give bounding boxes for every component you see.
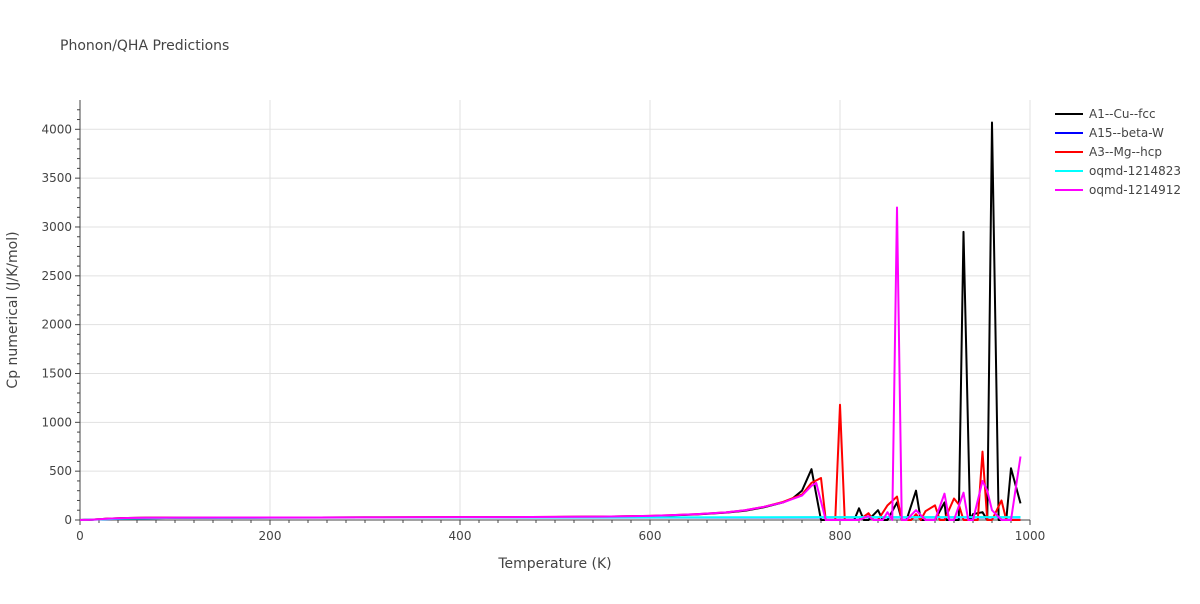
y-tick-label: 2500 bbox=[41, 269, 72, 283]
y-axis-label: Cp numerical (J/K/mol) bbox=[5, 231, 21, 388]
y-tick-label: 500 bbox=[49, 464, 72, 478]
legend-item[interactable]: A1--Cu--fcc bbox=[1055, 107, 1156, 121]
legend[interactable]: A1--Cu--fcc A15--beta-W A3--Mg--hcp oqmd-12… bbox=[1055, 107, 1181, 197]
legend-item[interactable]: oqmd-1214823 bbox=[1055, 164, 1181, 178]
axis-layer: 0 200 400 600 800 1000 0 500 1000 1500 2000 2500 300… bbox=[41, 100, 1045, 543]
legend-label: oqmd-1214912 bbox=[1089, 183, 1181, 197]
chart-title: Phonon/QHA Predictions bbox=[60, 38, 229, 54]
y-tick-label: 3000 bbox=[41, 220, 72, 234]
legend-label: A1--Cu--fcc bbox=[1089, 107, 1156, 121]
y-tick-label: 1500 bbox=[41, 366, 72, 380]
grid-layer bbox=[80, 100, 1031, 520]
y-tick-label: 0 bbox=[64, 513, 72, 527]
legend-label: oqmd-1214823 bbox=[1089, 164, 1181, 178]
series-layer bbox=[79, 121, 1022, 521]
x-tick-label: 600 bbox=[639, 529, 662, 543]
legend-label: A15--beta-W bbox=[1089, 126, 1164, 140]
y-tick-label: 3500 bbox=[41, 171, 72, 185]
legend-item[interactable]: A3--Mg--hcp bbox=[1055, 145, 1162, 159]
x-tick-label: 400 bbox=[449, 529, 472, 543]
x-tick-label: 800 bbox=[829, 529, 852, 543]
x-axis-label: Temperature (K) bbox=[497, 556, 611, 572]
legend-item[interactable]: A15--beta-W bbox=[1055, 126, 1164, 140]
x-tick-label: 1000 bbox=[1015, 529, 1046, 543]
x-tick-label: 200 bbox=[259, 529, 282, 543]
legend-item[interactable]: oqmd-1214912 bbox=[1055, 183, 1181, 197]
legend-label: A3--Mg--hcp bbox=[1089, 145, 1162, 159]
y-tick-label: 2000 bbox=[41, 318, 72, 332]
x-tick-label: 0 bbox=[76, 529, 84, 543]
series-line-oqmd-1214912 bbox=[79, 206, 1022, 521]
y-tick-label: 4000 bbox=[41, 122, 72, 136]
y-tick-label: 1000 bbox=[41, 415, 72, 429]
